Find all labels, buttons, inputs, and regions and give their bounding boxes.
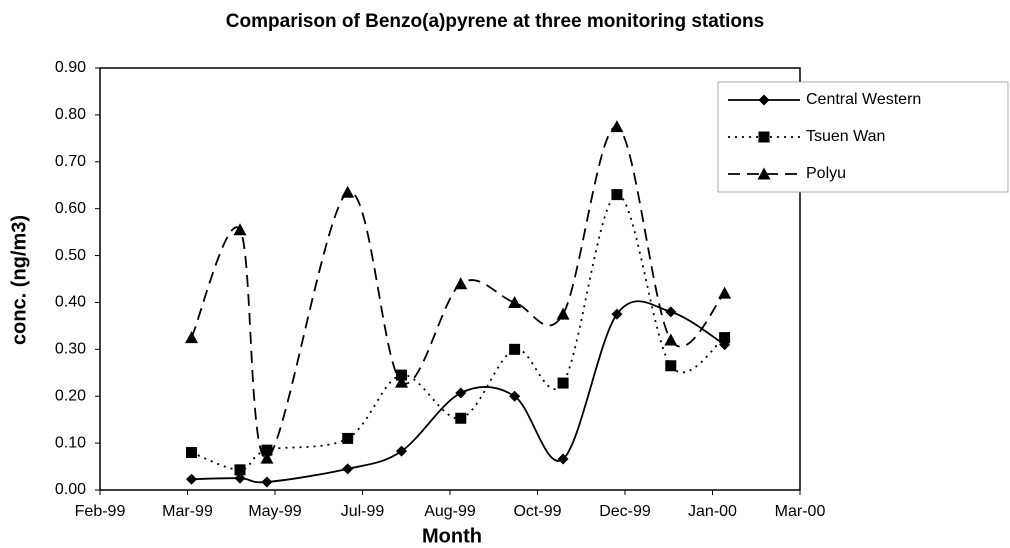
x-tick-label: Mar-00 bbox=[775, 503, 826, 520]
y-tick-label: 0.50 bbox=[55, 247, 86, 264]
y-tick-label: 0.70 bbox=[55, 153, 86, 170]
legend-label: Polyu bbox=[806, 165, 846, 182]
data-point bbox=[455, 412, 467, 424]
y-tick-label: 0.90 bbox=[55, 59, 86, 76]
legend-marker bbox=[757, 167, 771, 180]
series-line bbox=[191, 193, 726, 471]
data-point bbox=[665, 306, 677, 318]
data-point bbox=[342, 432, 354, 444]
y-axis-title: conc. (ng/m3) bbox=[8, 215, 30, 345]
legend-marker bbox=[758, 131, 770, 143]
y-tick-label: 0.10 bbox=[55, 434, 86, 451]
data-point bbox=[185, 331, 199, 344]
data-point bbox=[342, 463, 354, 475]
y-tick-label: 0.80 bbox=[55, 106, 86, 123]
data-point bbox=[611, 189, 623, 201]
y-tick-label: 0.00 bbox=[55, 481, 86, 498]
x-tick-label: Jul-99 bbox=[341, 503, 385, 520]
legend-label: Central Western bbox=[806, 91, 921, 108]
data-point bbox=[508, 295, 522, 308]
legend-label: Tsuen Wan bbox=[806, 128, 885, 145]
y-tick-label: 0.30 bbox=[55, 341, 86, 358]
data-point bbox=[395, 375, 409, 388]
y-tick-label: 0.40 bbox=[55, 294, 86, 311]
y-tick-label: 0.60 bbox=[55, 200, 86, 217]
data-point bbox=[610, 120, 624, 133]
data-point bbox=[341, 185, 355, 198]
data-point bbox=[556, 307, 570, 320]
data-point bbox=[454, 277, 468, 290]
data-point bbox=[261, 444, 273, 456]
x-axis-title: Month bbox=[422, 525, 482, 547]
data-point bbox=[664, 333, 678, 346]
data-point bbox=[557, 453, 569, 465]
data-point bbox=[611, 308, 623, 320]
data-point bbox=[261, 476, 273, 488]
chart-title: Comparison of Benzo(a)pyrene at three mo… bbox=[226, 11, 764, 32]
data-point bbox=[396, 445, 408, 457]
legend-marker bbox=[758, 94, 770, 106]
data-point bbox=[260, 451, 274, 464]
data-point bbox=[234, 472, 246, 484]
data-point bbox=[455, 387, 467, 399]
data-point bbox=[234, 464, 246, 476]
data-point bbox=[719, 332, 731, 344]
data-point bbox=[396, 369, 408, 381]
x-tick-label: Aug-99 bbox=[424, 503, 476, 520]
x-tick-label: Oct-99 bbox=[513, 503, 561, 520]
x-tick-label: Jan-00 bbox=[688, 503, 737, 520]
x-tick-label: Mar-99 bbox=[162, 503, 213, 520]
data-point bbox=[509, 343, 521, 355]
data-point bbox=[718, 286, 732, 299]
data-point bbox=[665, 360, 677, 372]
y-tick-label: 0.20 bbox=[55, 387, 86, 404]
x-tick-label: Dec-99 bbox=[599, 503, 651, 520]
data-point bbox=[509, 390, 521, 402]
x-tick-label: May-99 bbox=[248, 503, 301, 520]
data-point bbox=[186, 446, 198, 458]
x-tick-label: Feb-99 bbox=[75, 503, 126, 520]
data-point bbox=[186, 473, 198, 485]
data-point bbox=[233, 223, 247, 236]
data-point bbox=[557, 377, 569, 389]
